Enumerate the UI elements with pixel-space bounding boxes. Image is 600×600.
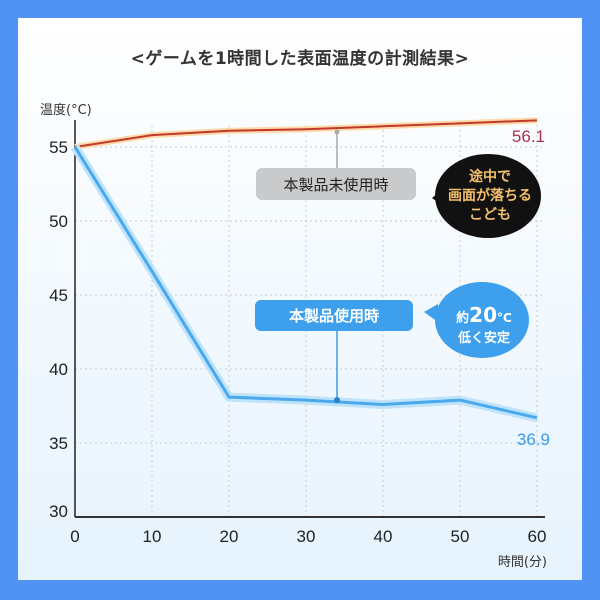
x-axis-label: 時間(分) xyxy=(498,555,547,570)
chart-title: <ゲームを1時間した表面温度の計測結果> xyxy=(130,49,470,69)
y-tick-label: 45 xyxy=(49,286,68,305)
legend-box-unused xyxy=(256,168,416,200)
x-tick-label: 30 xyxy=(297,527,316,546)
speech-bubble-black xyxy=(435,154,541,238)
speech-bubble-tail xyxy=(432,188,446,208)
y-tick-label: 30 xyxy=(49,502,68,521)
y-tick-label: 50 xyxy=(49,212,68,231)
callout-dot-unused xyxy=(334,129,340,135)
x-tick-label: 60 xyxy=(528,527,547,546)
speech-bubble-blue xyxy=(435,282,529,358)
end-label-unused: 56.1 xyxy=(512,127,545,146)
x-tick-label: 40 xyxy=(374,527,393,546)
x-tick-label: 0 xyxy=(70,527,79,546)
x-tick-label: 50 xyxy=(451,527,470,546)
legend-label-used: 本製品使用時 xyxy=(289,307,379,325)
bubble-text-line: 約20°C xyxy=(456,303,512,327)
legend-box-used xyxy=(255,300,413,331)
bubble-text-line: 途中で xyxy=(469,168,511,185)
y-tick-label: 55 xyxy=(49,138,68,157)
end-label-used: 36.9 xyxy=(517,430,550,449)
bubble-text-line: 画面が落ちる xyxy=(448,187,532,204)
bubble-text-line: 低く安定 xyxy=(457,330,510,346)
y-tick-label: 40 xyxy=(49,360,68,379)
series-glow-unused xyxy=(74,117,538,150)
x-tick-label: 20 xyxy=(220,527,239,546)
speech-bubble-tail xyxy=(424,304,438,322)
series-line-used xyxy=(73,146,538,420)
bubble-text-line: こども xyxy=(469,207,511,223)
series-line-unused xyxy=(74,119,538,148)
y-tick-label: 35 xyxy=(49,434,68,453)
x-tick-label: 10 xyxy=(143,527,162,546)
callout-dot-used xyxy=(334,397,340,403)
y-axis-label: 温度(°C) xyxy=(40,102,92,118)
legend-label-unused: 本製品未使用時 xyxy=(283,176,388,194)
